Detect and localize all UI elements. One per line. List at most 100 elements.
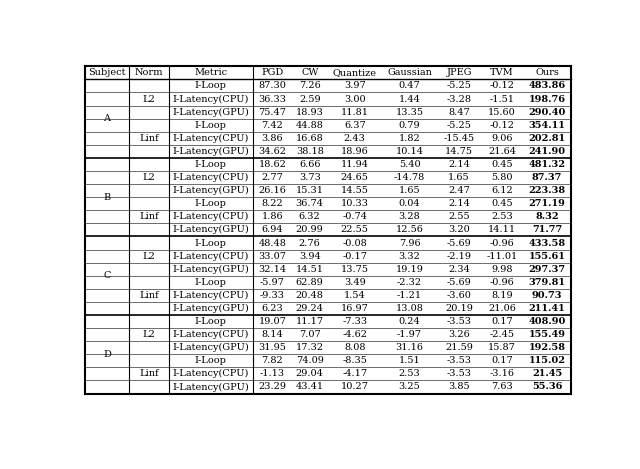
Text: 87.37: 87.37 bbox=[532, 173, 562, 182]
Text: 6.23: 6.23 bbox=[262, 304, 284, 313]
Text: -9.33: -9.33 bbox=[260, 291, 285, 300]
Text: 15.87: 15.87 bbox=[488, 343, 516, 352]
Text: 29.24: 29.24 bbox=[296, 304, 324, 313]
Text: Subject: Subject bbox=[88, 68, 125, 77]
Text: 10.14: 10.14 bbox=[396, 147, 424, 156]
Text: 0.79: 0.79 bbox=[399, 121, 420, 130]
Text: I-Latency(GPU): I-Latency(GPU) bbox=[172, 225, 249, 234]
Text: 6.37: 6.37 bbox=[344, 121, 365, 130]
Text: -3.60: -3.60 bbox=[447, 291, 472, 300]
Text: -0.96: -0.96 bbox=[490, 278, 515, 287]
Text: 8.32: 8.32 bbox=[535, 212, 559, 221]
Text: -1.51: -1.51 bbox=[490, 95, 515, 104]
Text: 1.65: 1.65 bbox=[448, 173, 470, 182]
Text: 241.90: 241.90 bbox=[529, 147, 566, 156]
Text: 14.11: 14.11 bbox=[488, 226, 516, 234]
Text: 12.56: 12.56 bbox=[396, 226, 424, 234]
Text: 297.37: 297.37 bbox=[529, 265, 566, 274]
Text: 3.20: 3.20 bbox=[448, 226, 470, 234]
Text: 3.32: 3.32 bbox=[399, 251, 420, 261]
Text: 2.14: 2.14 bbox=[448, 160, 470, 169]
Text: CW: CW bbox=[301, 68, 319, 77]
Text: 290.40: 290.40 bbox=[529, 107, 566, 117]
Text: 2.34: 2.34 bbox=[448, 265, 470, 274]
Text: 7.63: 7.63 bbox=[491, 383, 513, 392]
Text: -0.96: -0.96 bbox=[490, 239, 515, 248]
Text: 8.19: 8.19 bbox=[491, 291, 513, 300]
Text: 48.48: 48.48 bbox=[259, 239, 286, 248]
Text: 3.26: 3.26 bbox=[448, 330, 470, 339]
Text: 13.08: 13.08 bbox=[396, 304, 424, 313]
Text: 31.95: 31.95 bbox=[259, 343, 286, 352]
Text: 62.89: 62.89 bbox=[296, 278, 324, 287]
Text: 38.18: 38.18 bbox=[296, 147, 324, 156]
Text: JPEG: JPEG bbox=[446, 68, 472, 77]
Text: 211.41: 211.41 bbox=[529, 304, 565, 313]
Text: -0.12: -0.12 bbox=[490, 121, 515, 130]
Text: 0.17: 0.17 bbox=[491, 356, 513, 365]
Text: 2.77: 2.77 bbox=[261, 173, 284, 182]
Text: 271.19: 271.19 bbox=[529, 199, 566, 208]
Text: 7.07: 7.07 bbox=[299, 330, 321, 339]
Text: I-Latency(GPU): I-Latency(GPU) bbox=[172, 343, 249, 352]
Text: I-Latency(GPU): I-Latency(GPU) bbox=[172, 304, 249, 313]
Text: 155.61: 155.61 bbox=[529, 251, 566, 261]
Text: -3.53: -3.53 bbox=[447, 317, 472, 326]
Text: 0.04: 0.04 bbox=[399, 199, 420, 208]
Text: 20.48: 20.48 bbox=[296, 291, 324, 300]
Text: 408.90: 408.90 bbox=[529, 317, 566, 326]
Text: 6.32: 6.32 bbox=[299, 212, 321, 221]
Text: I-Latency(CPU): I-Latency(CPU) bbox=[172, 134, 249, 143]
Text: -7.33: -7.33 bbox=[342, 317, 367, 326]
Text: 155.49: 155.49 bbox=[529, 330, 566, 339]
Text: 90.73: 90.73 bbox=[532, 291, 563, 300]
Text: 0.24: 0.24 bbox=[399, 317, 420, 326]
Text: 433.58: 433.58 bbox=[529, 239, 566, 248]
Text: -15.45: -15.45 bbox=[444, 134, 475, 143]
Text: 23.29: 23.29 bbox=[259, 383, 286, 392]
Text: 6.66: 6.66 bbox=[299, 160, 321, 169]
Text: 20.19: 20.19 bbox=[445, 304, 473, 313]
Text: 2.53: 2.53 bbox=[399, 370, 420, 378]
Text: I-Latency(CPU): I-Latency(CPU) bbox=[172, 291, 249, 300]
Text: 9.98: 9.98 bbox=[492, 265, 513, 274]
Text: Linf: Linf bbox=[139, 291, 159, 300]
Text: I-Loop: I-Loop bbox=[195, 121, 227, 130]
Text: I-Loop: I-Loop bbox=[195, 160, 227, 169]
Text: 16.68: 16.68 bbox=[296, 134, 324, 143]
Text: 32.14: 32.14 bbox=[259, 265, 286, 274]
Text: 8.08: 8.08 bbox=[344, 343, 365, 352]
Text: 192.58: 192.58 bbox=[529, 343, 566, 352]
Text: 19.07: 19.07 bbox=[259, 317, 286, 326]
Text: PGD: PGD bbox=[261, 68, 284, 77]
Text: 2.53: 2.53 bbox=[491, 212, 513, 221]
Text: 14.55: 14.55 bbox=[341, 186, 369, 195]
Text: Linf: Linf bbox=[139, 212, 159, 221]
Text: -5.25: -5.25 bbox=[447, 121, 472, 130]
Text: 354.11: 354.11 bbox=[529, 121, 566, 130]
Text: -2.32: -2.32 bbox=[397, 278, 422, 287]
Text: 33.07: 33.07 bbox=[259, 251, 286, 261]
Text: 1.54: 1.54 bbox=[344, 291, 365, 300]
Text: -1.21: -1.21 bbox=[397, 291, 422, 300]
Text: 3.25: 3.25 bbox=[399, 383, 420, 392]
Text: 3.94: 3.94 bbox=[299, 251, 321, 261]
Text: 2.76: 2.76 bbox=[299, 239, 321, 248]
Text: -2.19: -2.19 bbox=[447, 251, 472, 261]
Text: -11.01: -11.01 bbox=[486, 251, 518, 261]
Text: 0.17: 0.17 bbox=[491, 317, 513, 326]
Text: I-Latency(CPU): I-Latency(CPU) bbox=[172, 370, 249, 378]
Text: 5.80: 5.80 bbox=[492, 173, 513, 182]
Text: 2.43: 2.43 bbox=[344, 134, 365, 143]
Text: -5.97: -5.97 bbox=[260, 278, 285, 287]
Text: 10.27: 10.27 bbox=[340, 383, 369, 392]
Text: -2.45: -2.45 bbox=[490, 330, 515, 339]
Text: A: A bbox=[103, 114, 110, 123]
Text: I-Latency(CPU): I-Latency(CPU) bbox=[172, 94, 249, 104]
Text: 483.86: 483.86 bbox=[529, 82, 566, 91]
Text: L2: L2 bbox=[142, 173, 156, 182]
Text: D: D bbox=[103, 350, 111, 359]
Text: I-Loop: I-Loop bbox=[195, 199, 227, 208]
Text: 13.75: 13.75 bbox=[340, 265, 369, 274]
Text: L2: L2 bbox=[142, 251, 156, 261]
